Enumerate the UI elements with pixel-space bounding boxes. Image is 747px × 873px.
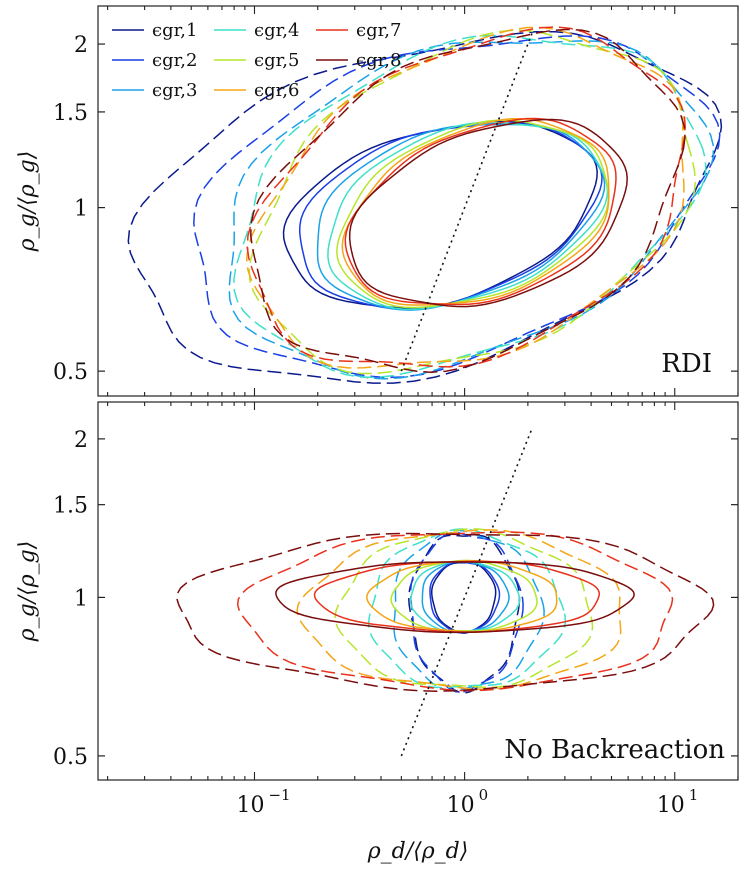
y-axis-label: ρ_g/⟨ρ_g⟩ — [15, 541, 40, 643]
x-tick-label: 10 — [657, 793, 685, 818]
outer-contour-1 — [127, 30, 723, 384]
panel-label: No Backreaction — [504, 735, 725, 765]
inner-contour-7 — [344, 117, 617, 306]
y-tick-label: 2 — [74, 33, 88, 58]
reference-line — [400, 427, 534, 757]
y-tick-label: 0.5 — [53, 745, 88, 770]
y-tick-label: 1 — [74, 197, 88, 222]
x-tick-exponent: −1 — [268, 786, 290, 804]
panel-no-backreaction: 0.511.52 10 −1 10 0 10 1 No Backreaction ρ_g/… — [15, 401, 739, 864]
y-axis-ticks: 0.5 1 1.5 2 — [53, 33, 738, 385]
y-axis-label: ρ_g/⟨ρ_g⟩ — [15, 151, 40, 253]
inner-contour-2 — [298, 122, 603, 311]
identity-line — [400, 427, 534, 757]
y-axis-ticks: 0.5 1 1.5 2 — [53, 428, 738, 770]
inner-contour-1 — [282, 120, 598, 309]
x-tick-label: 10 — [236, 793, 264, 818]
inner-contour-7 — [313, 560, 601, 633]
legend-label-1: ϵgr,1 — [152, 20, 197, 41]
identity-line — [400, 32, 534, 372]
legend-label-2: ϵgr,2 — [152, 50, 197, 71]
outer-contour-3 — [393, 529, 545, 692]
outer-contour-2 — [409, 531, 524, 693]
outer-contour-5 — [248, 29, 697, 375]
outer-contour-1 — [408, 534, 521, 694]
y-tick-label: 1.5 — [53, 101, 88, 126]
legend-label-3: ϵgr,3 — [152, 80, 197, 101]
legend-label-5: ϵgr,5 — [254, 50, 299, 71]
outer-contour-5 — [334, 528, 594, 689]
legend-label-8: ϵgr,8 — [356, 50, 401, 71]
outer-contour-8 — [176, 532, 715, 692]
x-tick-label: 10 — [447, 793, 475, 818]
x-axis-ticks — [107, 6, 739, 396]
inner-contour-8 — [275, 561, 635, 634]
inner-contour-4 — [409, 559, 521, 632]
x-axis-ticks: 10 −1 10 0 10 1 — [107, 402, 739, 818]
inner-contour-6 — [341, 117, 610, 306]
outer-contour-7 — [246, 26, 686, 368]
outer-contour-6 — [296, 529, 622, 691]
outer-contour-6 — [245, 26, 685, 369]
legend-label-4: ϵgr,4 — [254, 20, 299, 41]
y-tick-label: 1.5 — [53, 494, 88, 519]
inner-contour-6 — [366, 560, 558, 633]
outer-contour-4 — [367, 528, 567, 689]
inner-contour-8 — [348, 118, 628, 308]
outer-contour-8 — [250, 28, 686, 373]
contour-group — [176, 528, 715, 694]
inner-contour-3 — [421, 560, 510, 633]
outer-contour-4 — [233, 34, 707, 379]
outer-contour-2 — [193, 35, 721, 379]
y-tick-label: 2 — [74, 428, 88, 453]
contour-group — [127, 26, 723, 384]
legend-label-6: ϵgr,6 — [254, 80, 299, 101]
panel-label: RDI — [661, 349, 712, 379]
y-tick-label: 1 — [74, 586, 88, 611]
y-tick-label: 0.5 — [53, 360, 88, 385]
legend-label-7: ϵgr,7 — [356, 20, 401, 41]
inner-contour-5 — [390, 559, 538, 632]
panel-rdi: 0.511.52 RDI ρ_g/⟨ρ_g⟩ ϵgr,1ϵgr,2ϵgr,3ϵg… — [15, 5, 739, 397]
x-tick-exponent: 0 — [479, 786, 489, 804]
legend: ϵgr,1 ϵgr,2 ϵgr,3 ϵgr,4 ϵgr,5 ϵgr,6 ϵgr,7 ϵgr,8 — [112, 20, 401, 101]
outer-contour-3 — [228, 40, 715, 380]
x-tick-exponent: 1 — [689, 786, 699, 804]
outer-contour-7 — [236, 531, 674, 692]
x-axis-label: ρ_d/⟨ρ_d⟩ — [367, 839, 469, 864]
reference-line — [400, 32, 534, 372]
inner-contour-5 — [336, 119, 610, 309]
plot-frame — [97, 401, 739, 781]
inner-contour-4 — [327, 121, 609, 311]
